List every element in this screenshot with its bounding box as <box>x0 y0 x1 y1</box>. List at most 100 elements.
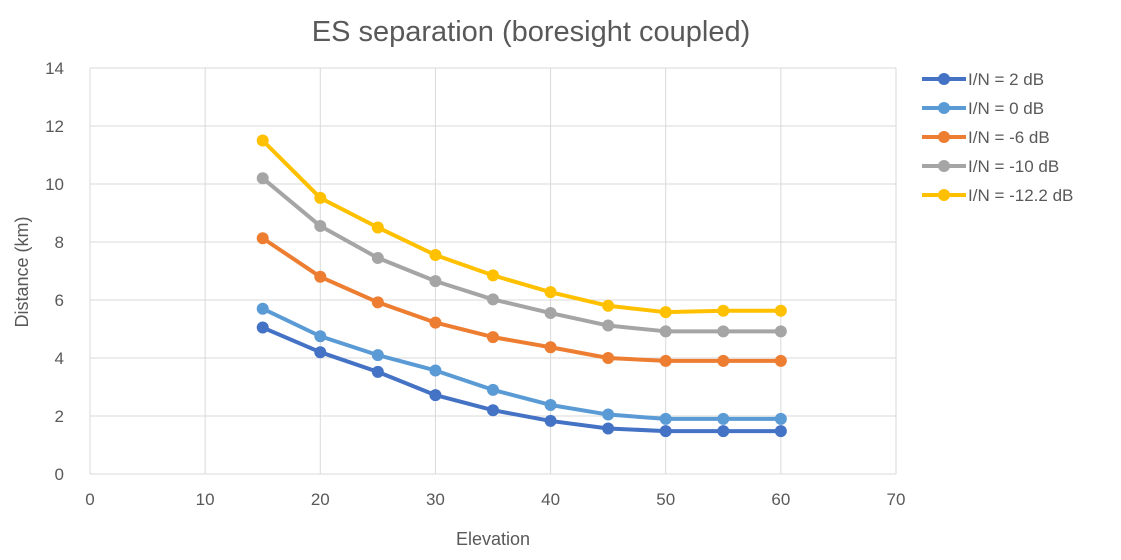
legend-marker-swatch <box>938 73 950 85</box>
series-line <box>260 306 783 421</box>
x-tick-label: 50 <box>656 490 675 509</box>
legend-item: I/N = 0 dB <box>922 99 1044 118</box>
data-point <box>544 307 557 320</box>
series-0 <box>256 321 787 438</box>
data-point <box>314 220 327 233</box>
y-tick-label: 12 <box>45 117 64 136</box>
data-point <box>314 346 327 359</box>
legend-label: I/N = -10 dB <box>968 157 1059 176</box>
data-point <box>371 251 384 264</box>
data-point <box>256 321 269 334</box>
data-point <box>717 412 730 425</box>
tick-labels: 0 10 20 30 40 50 60 70 0 2 4 6 8 10 12 14 <box>45 59 905 509</box>
series-4 <box>256 134 787 319</box>
x-tick-label: 0 <box>85 490 94 509</box>
legend-item: I/N = 2 dB <box>922 70 1044 89</box>
data-point <box>774 354 787 367</box>
data-point <box>256 134 269 147</box>
data-point <box>429 389 442 402</box>
y-tick-label: 6 <box>55 291 64 310</box>
data-point <box>371 365 384 378</box>
y-tick-label: 10 <box>45 175 64 194</box>
series-line <box>260 176 783 334</box>
data-point <box>256 232 269 245</box>
data-point <box>371 221 384 234</box>
data-point <box>659 425 672 438</box>
data-point <box>602 408 615 421</box>
series-1 <box>256 302 787 425</box>
data-point <box>314 330 327 343</box>
x-tick-label: 60 <box>771 490 790 509</box>
data-point <box>717 325 730 338</box>
data-point <box>314 270 327 283</box>
legend-item: I/N = -10 dB <box>922 157 1059 176</box>
y-tick-label: 8 <box>55 233 64 252</box>
legend: I/N = 2 dB I/N = 0 dB I/N = -6 dB I/N = -10… <box>922 70 1073 205</box>
series-lines <box>256 134 787 438</box>
data-point <box>602 319 615 332</box>
y-tick-label: 0 <box>55 465 64 484</box>
data-point <box>659 354 672 367</box>
data-point <box>659 325 672 338</box>
data-point <box>314 191 327 204</box>
data-point <box>487 404 499 417</box>
data-point <box>256 302 269 315</box>
data-point <box>774 425 787 438</box>
x-tick-label: 70 <box>887 490 906 509</box>
data-point <box>256 172 269 185</box>
gridlines <box>89 67 897 475</box>
data-point <box>371 349 384 362</box>
data-point <box>544 341 557 354</box>
data-point <box>429 364 442 377</box>
x-tick-label: 10 <box>196 490 215 509</box>
data-point <box>487 293 499 306</box>
data-point <box>429 316 442 329</box>
x-tick-label: 20 <box>311 490 330 509</box>
data-point <box>774 412 787 425</box>
series-line <box>260 236 783 363</box>
y-axis-label: Distance (km) <box>12 216 32 327</box>
legend-marker-swatch <box>938 189 950 201</box>
legend-marker-swatch <box>938 160 950 172</box>
data-point <box>487 331 499 344</box>
legend-label: I/N = -6 dB <box>968 128 1050 147</box>
legend-item: I/N = -6 dB <box>922 128 1050 147</box>
data-point <box>487 383 499 396</box>
data-point <box>717 304 730 317</box>
legend-label: I/N = 2 dB <box>968 70 1044 89</box>
data-point <box>371 296 384 309</box>
legend-label: I/N = -12.2 dB <box>968 186 1073 205</box>
data-point <box>429 275 442 288</box>
series-line <box>260 138 783 315</box>
data-point <box>602 299 615 312</box>
data-point <box>717 354 730 367</box>
series-2 <box>256 232 787 367</box>
x-tick-label: 30 <box>426 490 445 509</box>
data-point <box>429 249 442 262</box>
data-point <box>659 412 672 425</box>
chart-title: ES separation (boresight coupled) <box>312 16 750 48</box>
data-point <box>659 306 672 319</box>
legend-marker-swatch <box>938 131 950 143</box>
legend-label: I/N = 0 dB <box>968 99 1044 118</box>
data-point <box>602 422 615 435</box>
data-point <box>774 304 787 317</box>
data-point <box>544 414 557 427</box>
data-point <box>544 398 557 411</box>
x-axis-label: Elevation <box>456 529 530 549</box>
data-point <box>487 269 499 282</box>
y-tick-label: 2 <box>55 407 64 426</box>
data-point <box>774 325 787 338</box>
y-tick-label: 4 <box>55 349 64 368</box>
legend-item: I/N = -12.2 dB <box>922 186 1073 205</box>
series-3 <box>256 172 787 338</box>
legend-marker-swatch <box>938 102 950 114</box>
data-point <box>544 286 557 299</box>
x-tick-label: 40 <box>541 490 560 509</box>
data-point <box>717 425 730 438</box>
data-point <box>602 352 615 364</box>
y-tick-label: 14 <box>45 59 64 78</box>
series-line <box>260 325 783 434</box>
